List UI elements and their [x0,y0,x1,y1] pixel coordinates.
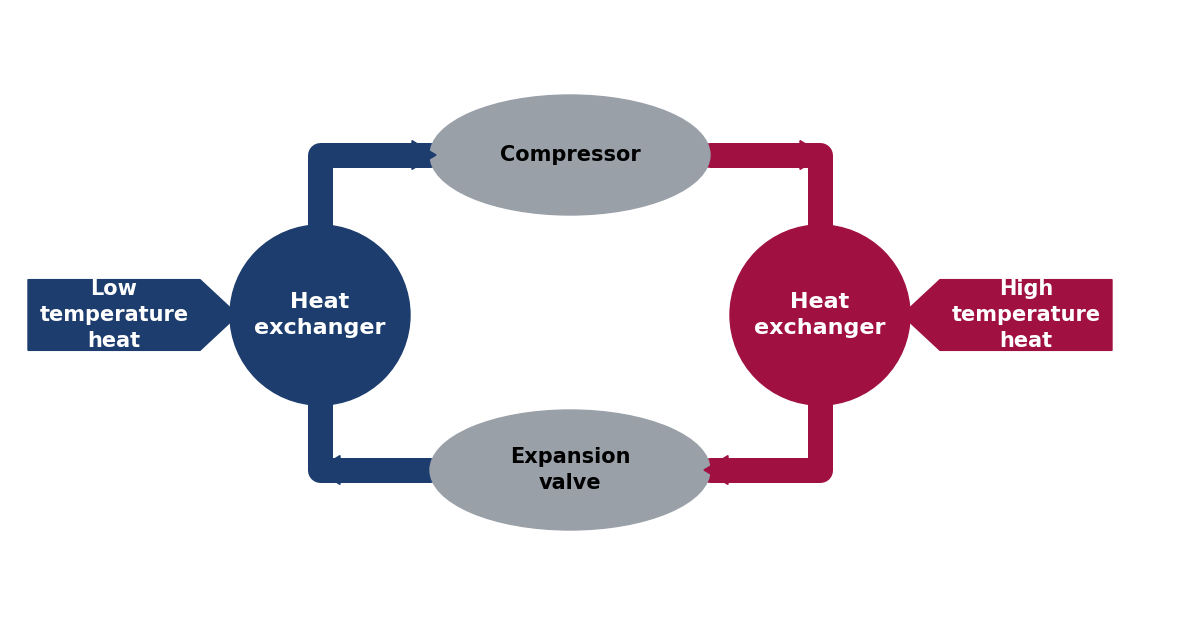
Polygon shape [28,280,238,350]
Polygon shape [800,140,824,169]
Polygon shape [704,455,728,484]
Polygon shape [412,140,436,169]
Polygon shape [316,455,340,484]
Text: Heat
exchanger: Heat exchanger [755,292,886,338]
Text: Compressor: Compressor [499,145,641,165]
Ellipse shape [430,95,710,215]
Text: Low
temperature
heat: Low temperature heat [40,278,188,352]
Text: Expansion
valve: Expansion valve [510,447,630,493]
Circle shape [730,225,910,405]
Polygon shape [902,280,1112,350]
Text: High
temperature
heat: High temperature heat [952,278,1100,352]
Text: Heat
exchanger: Heat exchanger [254,292,385,338]
Ellipse shape [430,410,710,530]
Circle shape [230,225,410,405]
